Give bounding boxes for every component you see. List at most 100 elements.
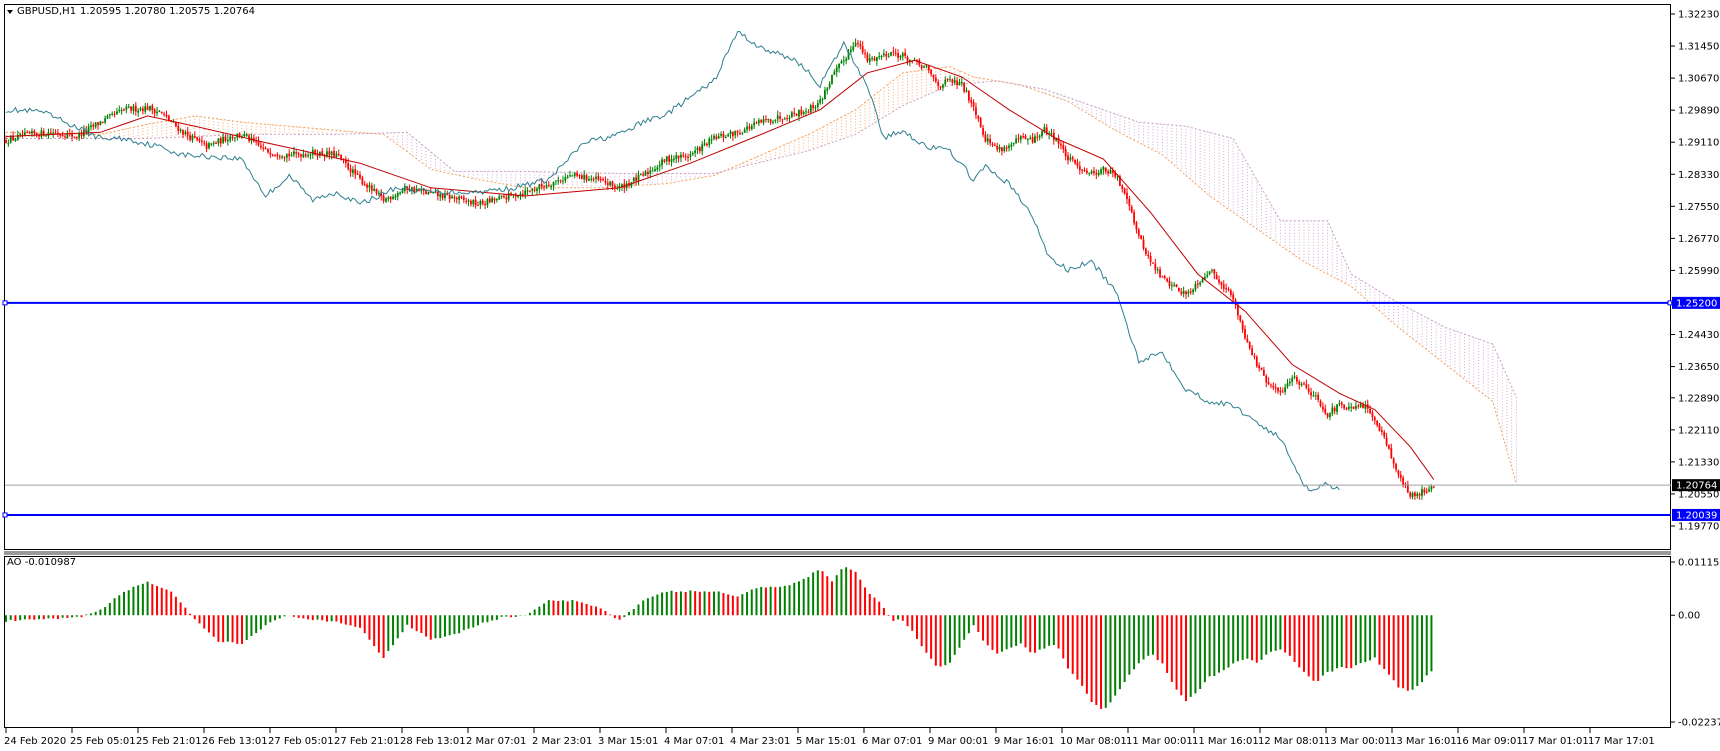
candle-body <box>158 110 161 112</box>
candle-body <box>448 194 451 200</box>
candle-body <box>1093 170 1095 174</box>
candle-body <box>31 130 33 134</box>
candle-body <box>61 135 64 137</box>
time-tick-label: 4 Mar 23:01 <box>730 736 790 747</box>
candle-body <box>540 184 543 187</box>
candle-body <box>908 59 911 62</box>
candle-body <box>481 200 484 204</box>
candle-body <box>883 53 885 56</box>
price-tick-label: 1.29890 <box>1678 106 1719 117</box>
candle-body <box>66 133 69 139</box>
level-price-label: 1.25200 <box>1676 298 1717 309</box>
candle-body <box>1199 282 1202 285</box>
candle-body <box>1347 406 1350 409</box>
candle-body <box>267 148 269 153</box>
candle-body <box>425 190 427 194</box>
candle-body <box>380 192 383 197</box>
time-tick-label: 2 Mar 23:01 <box>532 736 592 747</box>
candle-body <box>186 131 189 136</box>
candle-body <box>503 195 505 198</box>
candle-body <box>1409 492 1412 497</box>
candle-body <box>271 154 274 156</box>
candle-body <box>538 184 541 189</box>
candle-body <box>1418 494 1421 496</box>
candle-body <box>160 111 163 113</box>
candle-body <box>274 154 276 156</box>
level-handle <box>2 300 8 306</box>
candle-body <box>755 122 758 124</box>
candle-body <box>793 112 796 114</box>
candle-body <box>1185 291 1187 295</box>
candle-body <box>1258 365 1261 369</box>
candle-body <box>760 119 763 123</box>
candle-body <box>1225 288 1228 290</box>
candle-body <box>1300 383 1303 385</box>
candle-body <box>1196 283 1199 285</box>
candle-body <box>831 74 833 84</box>
candle-body <box>326 151 328 157</box>
candle-body <box>951 79 954 83</box>
candle-body <box>179 129 182 131</box>
candle-body <box>750 125 753 130</box>
candle-body <box>824 90 826 100</box>
candle-body <box>585 175 588 181</box>
candle-body <box>1338 403 1341 405</box>
candle-body <box>934 77 937 82</box>
candle-body <box>389 196 392 200</box>
candle-body <box>798 109 800 117</box>
candle-body <box>708 138 711 146</box>
candle-body <box>108 113 111 116</box>
candle-body <box>642 174 645 176</box>
candle-body <box>439 194 442 197</box>
candle-body <box>729 131 732 135</box>
candle-body <box>1114 172 1117 177</box>
candle-body <box>1130 206 1133 213</box>
time-tick-label: 28 Feb 13:01 <box>400 736 466 747</box>
candle-body <box>116 111 118 115</box>
candle-body <box>602 179 604 181</box>
candle-body <box>1060 143 1062 146</box>
candle-body <box>868 58 871 62</box>
candle-body <box>552 182 555 187</box>
candle-body <box>901 53 904 57</box>
candle-body <box>94 122 97 128</box>
horizontal-levels <box>2 300 1673 518</box>
price-tick-label: 1.29110 <box>1678 138 1719 149</box>
candle-body <box>484 204 486 206</box>
candle-body <box>347 163 350 169</box>
candle-body <box>1376 420 1379 426</box>
candle-body <box>75 136 78 138</box>
candle-body <box>288 153 291 157</box>
candle-body <box>394 195 397 198</box>
candle-body <box>1043 127 1046 132</box>
candle-body <box>234 137 236 139</box>
candle-body <box>873 58 876 61</box>
candle-body <box>1015 138 1017 143</box>
candle-body <box>1227 289 1230 291</box>
candle-body <box>1152 262 1154 264</box>
candle-body <box>526 190 529 192</box>
dropdown-triangle-icon[interactable] <box>7 10 13 14</box>
time-tick-label: 10 Mar 08:01 <box>1060 736 1127 747</box>
candle-body <box>621 184 623 187</box>
candle-body <box>923 66 925 68</box>
candle-body <box>958 82 961 86</box>
candle-body <box>927 66 930 71</box>
candle-body <box>1154 263 1157 270</box>
candle-body <box>512 193 515 195</box>
candle-body <box>418 189 420 191</box>
candle-body <box>779 116 781 119</box>
candle-body <box>356 173 359 175</box>
time-tick-label: 11 Mar 00:01 <box>1126 736 1193 747</box>
window-separator[interactable] <box>4 551 1671 555</box>
candle-body <box>1279 390 1282 393</box>
candle-body <box>1383 431 1386 437</box>
candle-body <box>203 142 206 144</box>
candle-body <box>816 103 819 107</box>
candle-body <box>543 186 545 188</box>
candle-body <box>859 44 862 47</box>
candle-body <box>776 115 779 120</box>
candle-body <box>470 200 472 205</box>
price-tick-label: 1.26770 <box>1678 234 1719 245</box>
